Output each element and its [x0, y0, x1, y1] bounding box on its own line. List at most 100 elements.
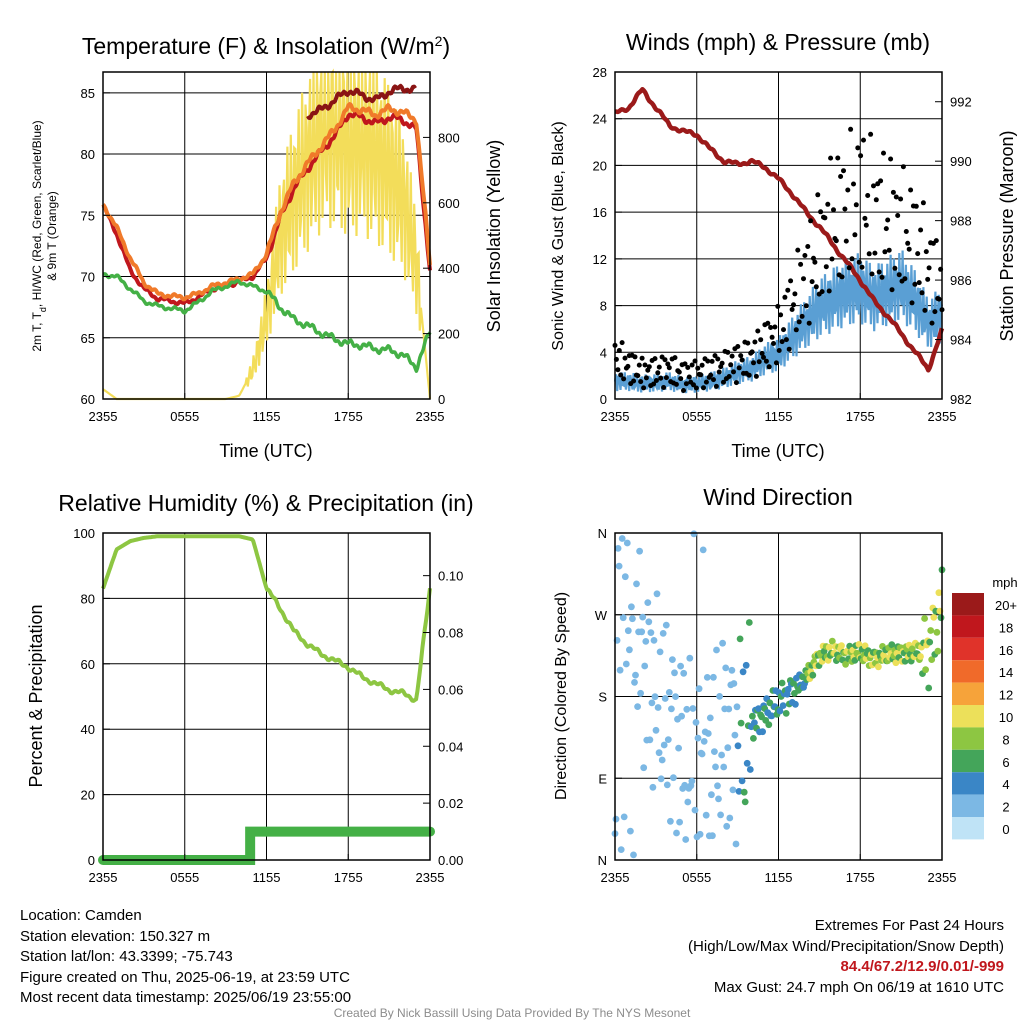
temperature-panel: Temperature (F) & Insolation (W/m2) 2355… [30, 33, 504, 461]
gust-point [833, 238, 839, 244]
gust-point [745, 340, 751, 346]
direction-point [838, 642, 845, 650]
direction-point [683, 705, 691, 713]
direction-point [734, 742, 742, 750]
direction-point [851, 657, 859, 664]
direction-point [675, 744, 682, 752]
direction-point [792, 700, 799, 708]
temperature-series-line-2 [306, 83, 417, 120]
y-tick-label: 40 [81, 722, 95, 737]
y-tick-label: 0 [88, 853, 95, 868]
gust-point [721, 379, 726, 385]
gust-point [815, 192, 821, 198]
gust-point [685, 365, 691, 370]
gust-point [835, 155, 841, 161]
gust-point [689, 362, 695, 368]
legend-swatch [952, 772, 984, 795]
gust-point [653, 378, 659, 383]
gust-point [881, 150, 886, 156]
gust-point [852, 232, 858, 238]
direction-point [709, 832, 716, 840]
gust-point [672, 355, 678, 361]
direction-point [700, 738, 708, 745]
direction-point [722, 664, 730, 672]
y-tick-label: W [595, 608, 608, 623]
legend-swatch [952, 817, 984, 840]
gust-point [768, 325, 774, 330]
gust-point [749, 349, 755, 355]
gust-point [771, 341, 776, 346]
gust-point [739, 357, 745, 363]
gust-point [632, 354, 638, 360]
gust-point [639, 355, 645, 361]
gust-point [712, 353, 718, 359]
direction-point [736, 635, 744, 643]
y-tick-label: 992 [950, 95, 972, 110]
direction-ticks: 2355 0555 1155 1755 2355 N E S W N [595, 526, 957, 885]
gust-point [636, 362, 642, 368]
direction-point [742, 661, 750, 669]
direction-point [636, 547, 643, 555]
direction-point [665, 689, 673, 696]
y-tick-label: 984 [950, 333, 972, 348]
gust-point [772, 324, 778, 330]
gust-point [731, 369, 736, 375]
direction-point [653, 590, 661, 598]
gust-point [923, 249, 929, 255]
x-tick-label: 2355 [601, 870, 630, 885]
gust-point [866, 251, 872, 257]
x-tick-label: 1155 [765, 870, 793, 885]
direction-point [746, 766, 754, 773]
winds-panel: Winds (mph) & Pressure (mb) 2355 0555 1155… [550, 29, 1017, 461]
direction-point [725, 705, 733, 713]
direction-point [888, 641, 896, 649]
direction-point [633, 580, 640, 588]
gust-point [725, 349, 731, 355]
x-tick-label: 0555 [682, 409, 711, 424]
direction-point [628, 603, 635, 611]
gust-point [698, 372, 704, 378]
gust-point [813, 284, 819, 290]
gust-point [686, 374, 692, 380]
gust-point [631, 378, 637, 384]
direction-point [740, 788, 748, 796]
gust-point [878, 178, 884, 184]
gust-point [663, 375, 669, 381]
direction-point [828, 637, 836, 645]
x-tick-label: 0555 [682, 870, 711, 885]
gust-point [888, 156, 894, 162]
gust-point [806, 320, 812, 326]
gust-point [883, 226, 889, 232]
direction-point [629, 615, 636, 623]
direction-point [875, 663, 882, 671]
gust-point [861, 137, 866, 143]
gust-point [886, 247, 892, 253]
station-elevation: Station elevation: 150.327 m [20, 927, 211, 945]
direction-point [686, 654, 694, 662]
direction-point [703, 674, 711, 681]
x-tick-label: 1755 [334, 409, 363, 424]
direction-point [694, 734, 702, 742]
gust-point [826, 288, 832, 294]
y-tick-label: 60 [81, 392, 95, 407]
direction-point [779, 702, 787, 709]
legend-swatch [952, 660, 984, 683]
direction-point [651, 693, 659, 701]
direction-point [619, 614, 627, 622]
gust-point [778, 312, 784, 318]
direction-point [624, 627, 632, 635]
gust-point [791, 302, 796, 308]
y-tick-label: S [598, 690, 607, 705]
legend-swatch [952, 794, 984, 817]
legend-label: 12 [999, 688, 1013, 703]
gust-point [635, 373, 641, 379]
x-tick-label: 0555 [170, 409, 199, 424]
gust-point [920, 200, 926, 206]
legend-label: 0 [1002, 822, 1009, 837]
station-info: Location: Camden Station elevation: 150.… [20, 906, 351, 1009]
y-tick-label: 16 [593, 205, 607, 220]
x-tick-label: 1755 [846, 870, 875, 885]
direction-point [689, 705, 697, 712]
gust-point [812, 259, 818, 265]
gust-point [621, 376, 627, 382]
